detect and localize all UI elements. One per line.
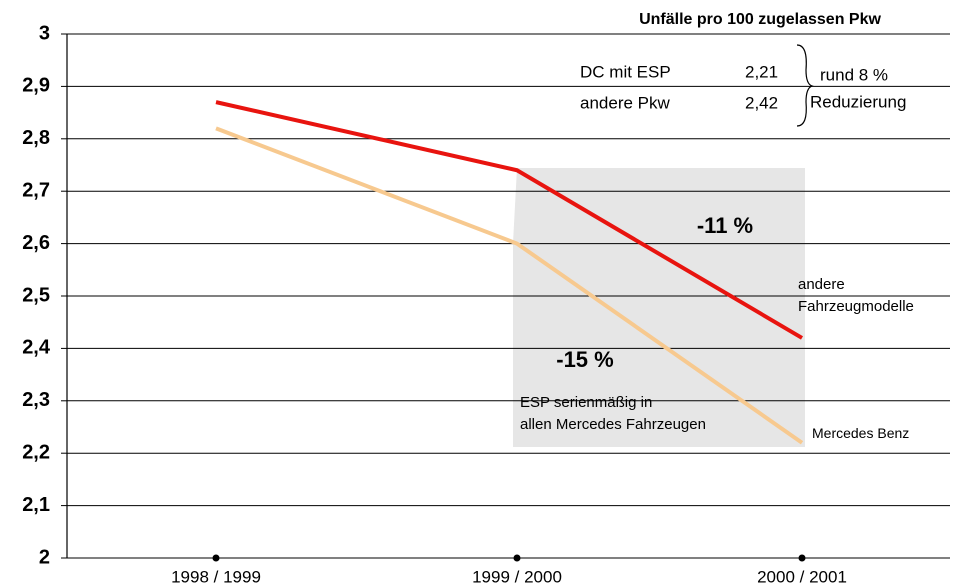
bracket <box>796 44 814 127</box>
y-tick-label: 2,9 <box>22 75 50 97</box>
y-tick-label: 2,6 <box>22 232 50 254</box>
x-tick <box>212 554 220 562</box>
y-tick-label: 2,8 <box>22 127 50 149</box>
y-tick-label: 2,1 <box>22 494 50 516</box>
x-tick <box>798 554 806 562</box>
y-tick-label: 2,5 <box>22 284 50 306</box>
annotation: 2,21 <box>745 62 778 81</box>
y-tick-label: 2 <box>39 546 50 568</box>
annotation: 2,42 <box>745 93 778 112</box>
chart-title: Unfälle pro 100 zugelassen Pkw <box>639 11 881 28</box>
shade <box>513 168 805 447</box>
annotation: ESP serienmäßig in <box>520 394 652 411</box>
y-tick-label: 2,3 <box>22 389 50 411</box>
annotation: Reduzierung <box>810 92 906 111</box>
x-tick-label: 1998 / 1999 <box>171 567 261 586</box>
series-label: andere Fahrzeugmodelle <box>798 276 914 315</box>
y-tick-label: 2,7 <box>22 179 50 201</box>
y-tick-label: 3 <box>39 22 50 44</box>
annotation: DC mit ESP <box>580 62 671 81</box>
annotation: -15 % <box>556 347 613 372</box>
series-label: Mercedes Benz <box>812 425 910 441</box>
x-tick <box>513 554 521 562</box>
x-tick-label: 1999 / 2000 <box>472 567 562 586</box>
x-tick-label: 2000 / 2001 <box>757 567 847 586</box>
annotation: allen Mercedes Fahrzeugen <box>520 416 706 433</box>
line <box>215 126 804 445</box>
y-tick-label: 2,2 <box>22 441 50 463</box>
y-tick-label: 2,4 <box>22 337 51 359</box>
annotation: rund 8 % <box>820 65 888 84</box>
line <box>215 100 804 340</box>
annotation: andere Pkw <box>580 93 670 112</box>
annotation: -11 % <box>697 213 753 238</box>
